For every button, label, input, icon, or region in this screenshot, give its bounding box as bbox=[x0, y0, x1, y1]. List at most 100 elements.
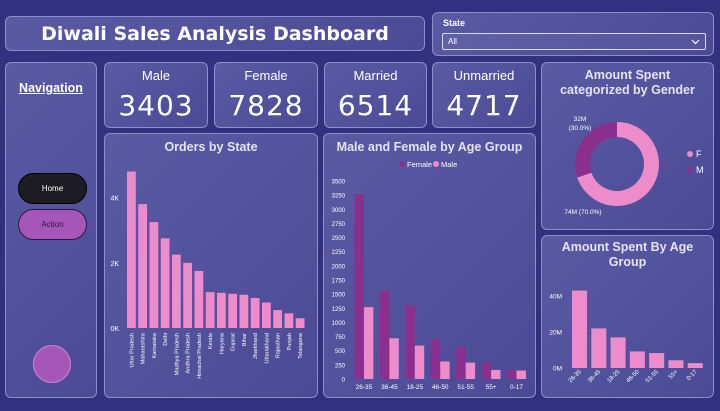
bar bbox=[239, 294, 249, 328]
y-tick-label: 500 bbox=[335, 349, 346, 355]
bar-female bbox=[430, 339, 441, 379]
orders-by-state-panel: Orders by State 0K 2K 4K Uttar Pradesh Mahar… bbox=[104, 133, 318, 398]
bar-female bbox=[507, 369, 517, 379]
bar bbox=[572, 290, 588, 368]
bar bbox=[273, 310, 283, 328]
bar-female bbox=[456, 347, 466, 379]
x-tick-label: 46-50 bbox=[626, 369, 642, 385]
state-dropdown[interactable]: All bbox=[442, 33, 706, 50]
orders-by-state-chart: 0K 2K 4K Uttar Pradesh Maharashtra Karnataka D… bbox=[110, 171, 305, 379]
bar-male bbox=[363, 307, 374, 379]
data-label-pct: (30.0%) bbox=[569, 125, 592, 132]
chart-title: Amount Spent categorized by Gender bbox=[560, 68, 695, 97]
y-tick-label: 0M bbox=[553, 366, 562, 373]
x-tick-label: Maharashtra bbox=[141, 332, 147, 364]
amount-by-age-chart: 0M 20M 40M 26-35 36-45 18-25 46-50 51-55 55+ 0-17 bbox=[549, 290, 703, 385]
home-button[interactable]: Home bbox=[18, 173, 87, 204]
y-tick-label: 3500 bbox=[332, 180, 346, 186]
bar bbox=[591, 328, 607, 368]
x-tick-label: 46-50 bbox=[432, 384, 449, 391]
amount-by-gender-chart: 32M (30.0%) 74M (70.0%) FM bbox=[564, 116, 704, 216]
y-tick-label: 40M bbox=[549, 294, 562, 301]
x-tick-label: Jharkhand bbox=[253, 333, 259, 359]
y-tick-label: 2250 bbox=[332, 250, 346, 256]
bar bbox=[284, 313, 294, 328]
bar bbox=[250, 298, 260, 328]
x-tick-label: Delhi bbox=[163, 333, 169, 346]
legend-label: Male bbox=[441, 160, 457, 169]
bar bbox=[205, 292, 215, 328]
card-value: 3403 bbox=[118, 89, 194, 122]
legend-swatch-male bbox=[433, 161, 439, 167]
bar bbox=[668, 360, 684, 368]
amount-by-gender-panel: Amount Spent categorized by Gender 32M (3… bbox=[541, 62, 714, 230]
data-label-value-pct: 74M (70.0%) bbox=[564, 209, 601, 216]
bar bbox=[217, 292, 226, 328]
card-unmarried: Unmarried 4717 bbox=[432, 62, 536, 128]
x-tick-label: Bihar bbox=[242, 333, 248, 346]
x-tick-label: 36-45 bbox=[381, 384, 398, 391]
card-value: 4717 bbox=[446, 89, 522, 122]
y-tick-label: 4K bbox=[110, 196, 119, 203]
x-tick-label: 26-35 bbox=[568, 369, 584, 385]
y-tick-label: 1750 bbox=[332, 279, 346, 285]
chevron-down-icon[interactable] bbox=[690, 36, 701, 47]
x-tick-label: Himachal Pradesh bbox=[197, 333, 203, 379]
legend-label: M bbox=[696, 165, 704, 175]
chart-title: Orders by State bbox=[164, 140, 258, 154]
x-tick-label: 55+ bbox=[668, 369, 680, 381]
amount-by-age-panel: Amount Spent By Age Group 0M 20M 40M 26-35 3… bbox=[541, 235, 714, 398]
bar-female bbox=[354, 194, 364, 379]
legend-swatch-female bbox=[399, 161, 405, 167]
bar bbox=[172, 254, 181, 328]
bar-female bbox=[405, 305, 415, 379]
age-gender-chart: Female Male 0 250 500 750 1000 1250 1500 1750 2000… bbox=[332, 160, 526, 391]
bar-male bbox=[465, 362, 476, 379]
age-gender-panel: Male and Female by Age Group Female Male 0… bbox=[323, 133, 536, 398]
y-tick-label: 0K bbox=[110, 326, 119, 333]
x-tick-label: Kerala bbox=[208, 332, 214, 349]
y-tick-label: 3000 bbox=[332, 208, 346, 214]
bar bbox=[649, 353, 665, 368]
bar bbox=[629, 351, 645, 368]
x-tick-label: 51-55 bbox=[457, 384, 474, 391]
x-tick-label: Madhya Pradesh bbox=[174, 333, 180, 375]
bar bbox=[262, 302, 271, 328]
navigation-panel: Navigation Home Action bbox=[5, 62, 97, 398]
bar bbox=[160, 238, 170, 328]
bar-male bbox=[516, 370, 526, 379]
y-tick-label: 2000 bbox=[332, 264, 346, 270]
x-tick-label: 18-25 bbox=[406, 384, 423, 391]
card-female: Female 7828 bbox=[214, 62, 318, 128]
x-tick-label: Gujarat bbox=[231, 333, 237, 352]
x-tick-label: Andhra Pradesh bbox=[186, 333, 192, 373]
bar-female bbox=[379, 290, 390, 379]
bar bbox=[149, 222, 159, 328]
action-button[interactable]: Action bbox=[18, 209, 87, 240]
chart-title: Male and Female by Age Group bbox=[336, 140, 523, 154]
y-tick-label: 1500 bbox=[332, 293, 346, 299]
legend-swatch bbox=[687, 151, 693, 157]
bar-male bbox=[414, 345, 425, 379]
nav-circle-button[interactable] bbox=[33, 345, 71, 383]
card-label: Unmarried bbox=[453, 68, 515, 83]
bar bbox=[127, 171, 136, 328]
navigation-title: Navigation bbox=[19, 81, 83, 95]
chart-title: Amount Spent By Age Group bbox=[561, 240, 694, 269]
y-tick-label: 250 bbox=[335, 363, 346, 369]
x-tick-label: Rajasthan bbox=[276, 333, 282, 358]
y-tick-label: 2K bbox=[110, 261, 119, 268]
y-tick-label: 750 bbox=[335, 335, 346, 341]
bar-male bbox=[440, 361, 450, 379]
bar bbox=[687, 363, 703, 368]
bar bbox=[138, 204, 148, 328]
card-male: Male 3403 bbox=[104, 62, 208, 128]
bar bbox=[194, 270, 204, 328]
x-tick-label: Uttarakhand bbox=[264, 333, 270, 363]
bar bbox=[183, 262, 193, 328]
card-married: Married 6514 bbox=[324, 62, 427, 128]
y-tick-label: 0 bbox=[342, 378, 346, 384]
y-tick-label: 1000 bbox=[332, 321, 346, 327]
legend-label: Female bbox=[407, 160, 432, 169]
bar bbox=[228, 293, 238, 328]
